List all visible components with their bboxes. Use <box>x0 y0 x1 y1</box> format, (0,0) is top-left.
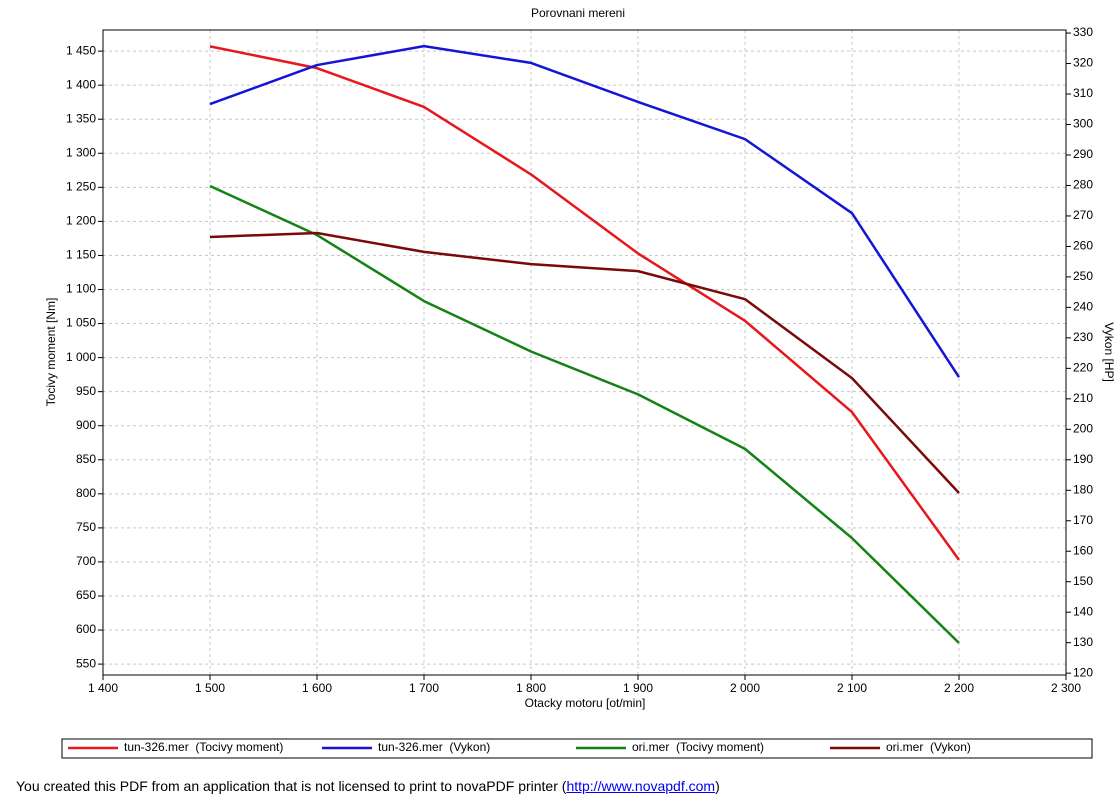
y2-tick-label: 120 <box>1073 665 1093 679</box>
footer-text: ) <box>715 778 720 794</box>
y-tick-label: 1 200 <box>66 214 96 228</box>
y-tick-label: 1 150 <box>66 248 96 262</box>
legend-box <box>61 738 1093 759</box>
x-tick-label: 2 000 <box>730 681 760 695</box>
y-tick-label: 1 400 <box>66 77 96 91</box>
y-tick-label: 750 <box>76 520 96 534</box>
y2-tick-label: 280 <box>1073 178 1093 192</box>
y2-tick-label: 140 <box>1073 604 1093 618</box>
y-tick-label: 1 050 <box>66 316 96 330</box>
y2-tick-label: 260 <box>1073 239 1093 253</box>
x-tick-label: 2 100 <box>837 681 867 695</box>
y2-tick-label: 270 <box>1073 208 1093 222</box>
x-tick-label: 1 700 <box>409 681 439 695</box>
y-tick-label: 600 <box>76 622 96 636</box>
y2-tick-label: 150 <box>1073 574 1093 588</box>
y-tick-label: 850 <box>76 452 96 466</box>
y-axis-title: Tocivy moment [Nm] <box>44 298 58 407</box>
x-tick-label: 1 500 <box>195 681 225 695</box>
x-tick-label: 1 800 <box>516 681 546 695</box>
y-tick-label: 900 <box>76 418 96 432</box>
footer: You created this PDF from an application… <box>16 778 720 794</box>
x-axis-title: Otacky motoru [ot/min] <box>525 696 646 710</box>
y-tick-label: 1 300 <box>66 145 96 159</box>
series-line <box>209 45 961 561</box>
y2-tick-label: 250 <box>1073 269 1093 283</box>
y-tick-label: 800 <box>76 486 96 500</box>
y2-tick-label: 240 <box>1073 300 1093 314</box>
series-line <box>209 231 960 494</box>
legend-label: ori.mer (Vykon) <box>886 740 971 754</box>
y-tick-label: 950 <box>76 384 96 398</box>
footer-text: You created this PDF from an application… <box>16 778 567 794</box>
y-tick-label: 1 100 <box>66 282 96 296</box>
legend-label: tun-326.mer (Tocivy moment) <box>124 740 283 754</box>
y-tick-label: 1 350 <box>66 111 96 125</box>
chart: Porovnani mereni Otacky motoru [ot/min] … <box>44 6 1116 759</box>
x-tick-label: 1 400 <box>88 681 118 695</box>
x-tick-label: 2 300 <box>1051 681 1081 695</box>
y2-tick-label: 320 <box>1073 56 1093 70</box>
y2-tick-label: 200 <box>1073 421 1093 435</box>
plot-frame <box>102 29 1067 676</box>
footer-link[interactable]: http://www.novapdf.com <box>566 778 716 794</box>
series-line <box>209 44 961 378</box>
y-tick-label: 1 000 <box>66 350 96 364</box>
y-tick-label: 700 <box>76 554 96 568</box>
legend-label: ori.mer (Tocivy moment) <box>632 740 764 754</box>
y2-tick-label: 210 <box>1073 391 1093 405</box>
y2-tick-label: 220 <box>1073 361 1093 375</box>
legend-label: tun-326.mer (Vykon) <box>378 740 490 754</box>
y-tick-label: 650 <box>76 588 96 602</box>
y2-tick-label: 170 <box>1073 513 1093 527</box>
y-tick-label: 1 250 <box>66 180 96 194</box>
x-tick-label: 1 600 <box>302 681 332 695</box>
x-tick-label: 2 200 <box>944 681 974 695</box>
y2-tick-label: 130 <box>1073 635 1093 649</box>
y2-tick-label: 290 <box>1073 147 1093 161</box>
series-line <box>209 184 960 644</box>
y2-tick-label: 160 <box>1073 543 1093 557</box>
y-tick-label: 1 450 <box>66 43 96 57</box>
y2-axis-title: Vykon [HP] <box>1102 322 1116 382</box>
y2-tick-label: 330 <box>1073 25 1093 39</box>
y2-tick-label: 190 <box>1073 452 1093 466</box>
x-tick-label: 1 900 <box>623 681 653 695</box>
y2-tick-label: 230 <box>1073 330 1093 344</box>
chart-title: Porovnani mereni <box>531 6 625 20</box>
y2-tick-label: 300 <box>1073 117 1093 131</box>
y-tick-label: 550 <box>76 656 96 670</box>
y2-tick-label: 180 <box>1073 482 1093 496</box>
y2-tick-label: 310 <box>1073 86 1093 100</box>
